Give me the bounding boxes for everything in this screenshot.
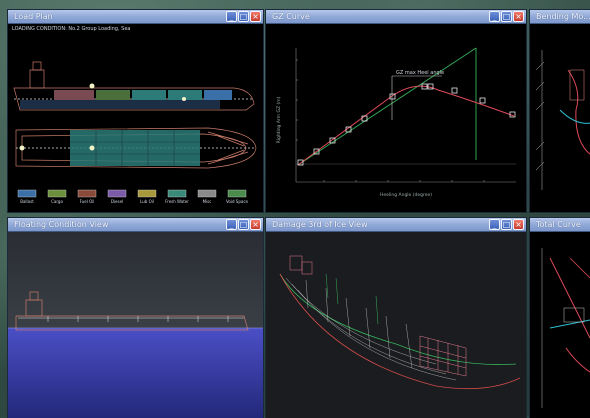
- minimize-button[interactable]: _: [489, 11, 500, 22]
- other-view-chart: [541, 248, 590, 408]
- gz-curve-chart: GZ max Heel angle Heeling Angle (degree)…: [276, 47, 516, 198]
- damage-view-window[interactable]: Damage 3rd of Ice View _ □ ×: [266, 218, 526, 418]
- window-title: Damage 3rd of Ice View: [272, 220, 368, 229]
- minimize-button[interactable]: _: [226, 11, 237, 22]
- close-button[interactable]: ×: [250, 219, 261, 230]
- legend-label: Misc: [203, 199, 212, 204]
- legend-label: Lub Oil: [140, 199, 154, 204]
- hull-wireframe: [285, 277, 457, 381]
- title-bar[interactable]: Bending Mo...: [530, 10, 590, 24]
- cargo-hold: [204, 90, 232, 100]
- legend-swatch: [197, 189, 217, 198]
- damage-3d-view: [266, 232, 526, 418]
- legend-label: Fuel Oil: [80, 199, 95, 204]
- load-plan-drawing: Ballast Cargo Fuel Oil Diesel Lub Oil Fresh W…: [13, 61, 257, 204]
- legend-swatch: [107, 189, 127, 198]
- ramp-line: [297, 47, 477, 166]
- hull-outline-green: [279, 273, 517, 365]
- loading-condition-label: LOADING CONDITION: No.2 Group Loading, S…: [12, 26, 131, 32]
- title-bar[interactable]: Floating Condition View _ □ ×: [8, 218, 263, 232]
- ship-plan: [15, 127, 257, 169]
- legend-swatch: [137, 189, 157, 198]
- close-button[interactable]: ×: [513, 219, 524, 230]
- legend-label: Diesel: [111, 199, 123, 204]
- shear-curve: [559, 109, 590, 124]
- minimize-button[interactable]: _: [489, 219, 500, 230]
- bending-moment-window[interactable]: Bending Mo...: [530, 10, 590, 212]
- window-title: Bending Mo...: [536, 12, 590, 21]
- title-bar[interactable]: Damage 3rd of Ice View _ □ ×: [266, 218, 526, 232]
- damaged-compartments: [289, 255, 467, 377]
- legend-label: Cargo: [51, 199, 63, 204]
- marker: [182, 97, 186, 101]
- cargo-hold: [132, 90, 166, 100]
- cargo-hold: [168, 90, 202, 100]
- floating-condition-window[interactable]: Floating Condition View _ □ ×: [8, 218, 263, 418]
- title-bar[interactable]: GZ Curve _ □ ×: [266, 10, 526, 24]
- gz-annotation: GZ max Heel angle: [396, 70, 444, 76]
- floating-condition-drawing: [8, 232, 263, 418]
- load-plan-window[interactable]: Load Plan _ □ × LOADING CONDITION: No.2 …: [8, 10, 263, 212]
- minimize-button[interactable]: _: [226, 219, 237, 230]
- legend-swatch: [167, 189, 187, 198]
- sea-surface: [8, 328, 263, 418]
- legend-label: Void Space: [226, 199, 249, 204]
- legend-label: Fresh Water: [165, 199, 189, 204]
- legend-label: Ballast: [20, 199, 34, 204]
- x-axis-label: Heeling Angle (degree): [380, 192, 432, 198]
- ballast-tanks: [20, 100, 220, 109]
- maximize-button[interactable]: □: [501, 11, 512, 22]
- gz-curve: [297, 85, 515, 166]
- title-bar[interactable]: Total Curve: [530, 218, 590, 232]
- close-button[interactable]: ×: [513, 11, 524, 22]
- sky-area: [8, 232, 263, 328]
- gz-curve-window[interactable]: GZ Curve _ □ × GZ max Heel angle: [266, 10, 526, 212]
- legend-swatch: [227, 189, 247, 198]
- bending-moment-chart: [535, 50, 590, 190]
- window-title: Load Plan: [14, 12, 53, 21]
- legend-swatch: [17, 189, 37, 198]
- hull-outline-red: [279, 273, 521, 390]
- moment-curve: [567, 69, 590, 155]
- close-button[interactable]: ×: [250, 11, 261, 22]
- maximize-button[interactable]: □: [238, 219, 249, 230]
- window-title: Floating Condition View: [14, 220, 109, 229]
- marker: [19, 145, 25, 151]
- title-bar[interactable]: Load Plan _ □ ×: [8, 10, 263, 24]
- legend-swatch: [77, 189, 97, 198]
- y-axis-label: Righting Arm GZ (m): [276, 96, 282, 143]
- window-title: Total Curve: [536, 220, 581, 229]
- other-view-window[interactable]: Total Curve: [530, 218, 590, 418]
- maximize-button[interactable]: □: [501, 219, 512, 230]
- legend-swatch: [47, 189, 67, 198]
- maximize-button[interactable]: □: [238, 11, 249, 22]
- cargo-hold: [96, 90, 130, 100]
- cargo-hold: [54, 90, 94, 100]
- marker: [89, 145, 95, 151]
- window-title: GZ Curve: [272, 12, 310, 21]
- marker: [89, 83, 95, 89]
